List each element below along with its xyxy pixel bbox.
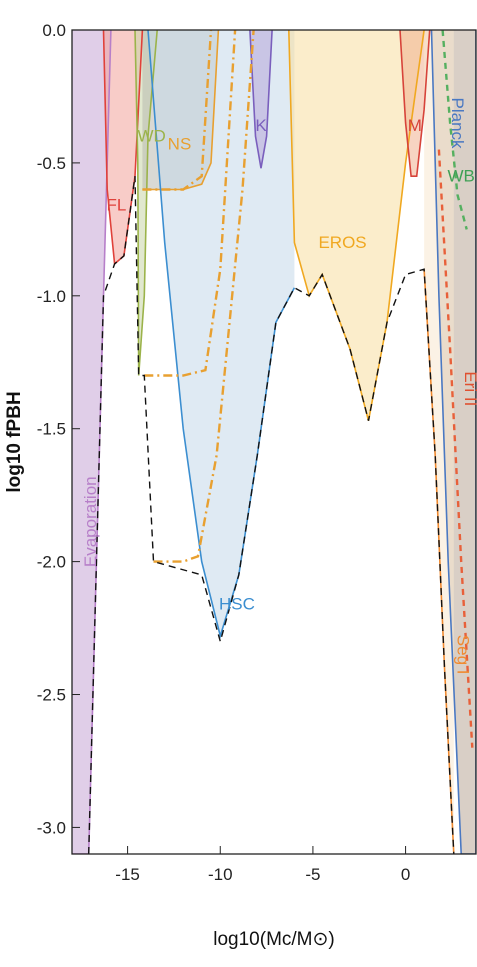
region-hsc-boundary: [147, 30, 296, 640]
plot-frame: [71, 29, 477, 855]
region-label-m: M: [408, 116, 422, 135]
region-label-planck: Planck: [448, 98, 467, 150]
region-seg-i-fill: [424, 30, 454, 854]
y-tick-label: 0.0: [42, 21, 66, 40]
region-fl-boundary: [102, 30, 144, 266]
y-axis-title: log10 fPBH: [4, 391, 25, 492]
x-axis-title: log10(Mc/M⊙): [213, 929, 335, 950]
x-tick-label: -15: [115, 865, 140, 884]
region-m-boundary: [399, 30, 431, 177]
x-tick-label: -5: [305, 865, 320, 884]
y-tick-label: -3.0: [37, 818, 66, 837]
y-tick-label: -1.5: [37, 420, 66, 439]
region-label-eri-ii: Eri II: [461, 371, 477, 406]
combined-envelope-curve: [88, 176, 455, 854]
ns-curve-1: [142, 30, 213, 191]
region-label-k: K: [255, 116, 267, 135]
region-planck-boundary: [430, 30, 476, 854]
region-label-fl: FL: [107, 196, 127, 215]
region-wd-boundary: [134, 30, 158, 376]
region-label-wd: WD: [138, 127, 166, 146]
region-eros-fill: [288, 30, 425, 421]
y-tick-label: -2.0: [37, 553, 66, 572]
ns-curve-2: [144, 30, 237, 377]
region-wb-boundary: [441, 30, 468, 230]
region-label-evaporation: Evaporation: [81, 476, 100, 567]
region-hsc-fill: [148, 30, 295, 636]
y-tick-label: -2.5: [37, 686, 66, 705]
y-tick-label: -1.0: [37, 287, 66, 306]
y-tick-label: -0.5: [37, 154, 66, 173]
region-fl-fill: [103, 30, 143, 264]
region-label-seg-i: Seg I: [453, 635, 472, 675]
region-label-hsc: HSC: [219, 594, 255, 613]
region-label-wb: WB: [447, 167, 474, 186]
region-eri-ii-boundary: [437, 149, 474, 748]
x-tick-label: -10: [208, 865, 233, 884]
region-label-ns: NS: [168, 135, 192, 154]
region-k-boundary: [249, 30, 273, 169]
region-eros-boundary: [288, 30, 425, 421]
region-evaporation-fill: [72, 30, 111, 854]
region-label-eros: EROS: [318, 233, 366, 252]
ns-curve-3: [153, 30, 255, 563]
x-tick-label: 0: [401, 865, 410, 884]
